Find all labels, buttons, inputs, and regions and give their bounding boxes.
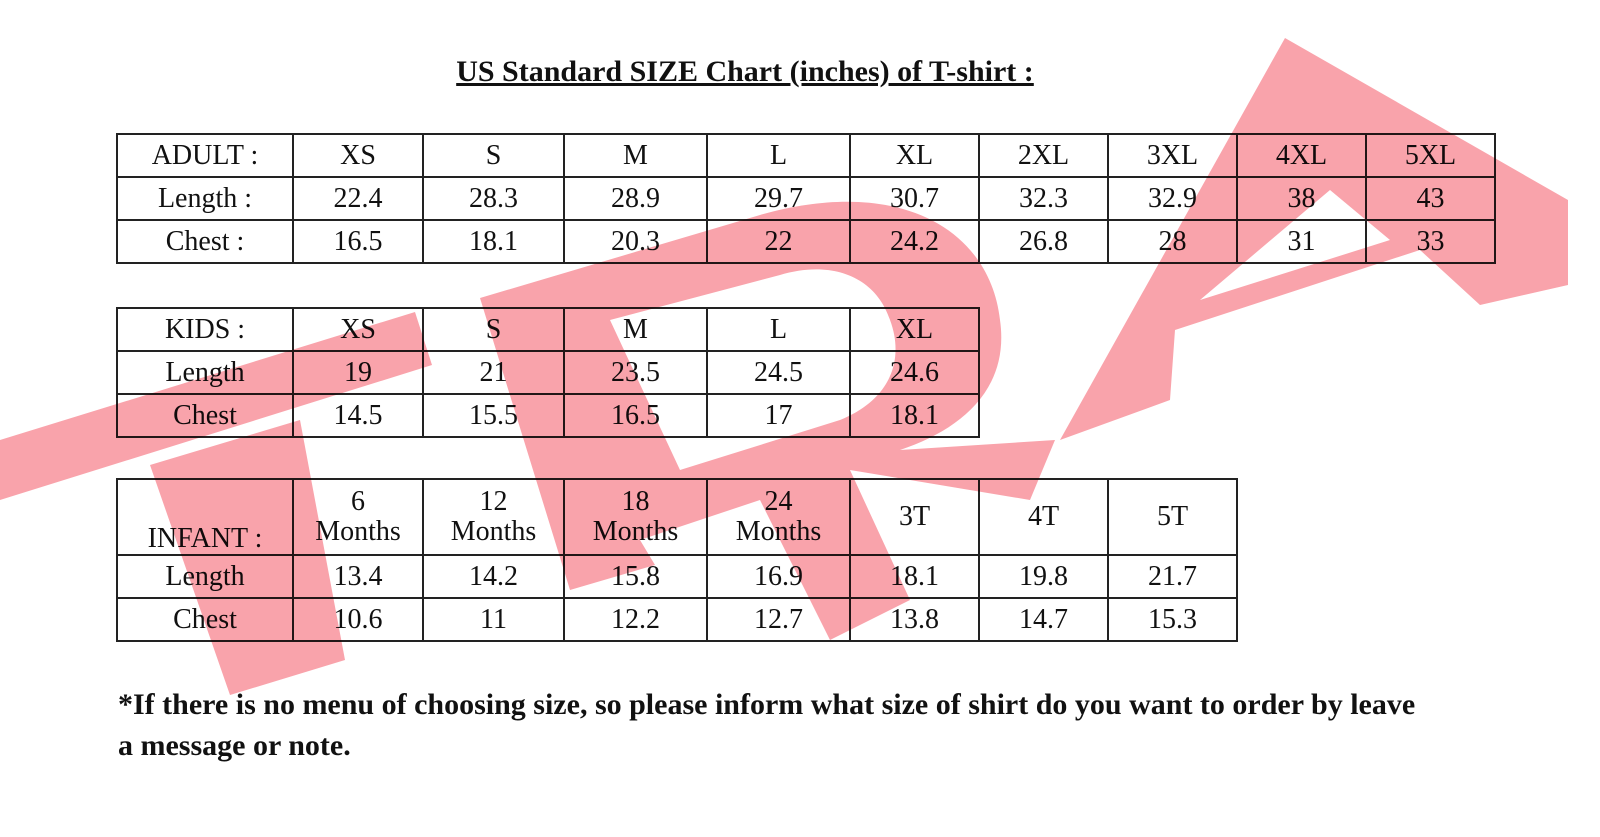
table-cell: L [706, 307, 851, 352]
table-cell: 5T [1107, 478, 1238, 556]
kids-size-table: KIDS : XS S M L XL Length 19 21 23.5 24.5 24.6 Chest… [116, 307, 980, 438]
table-cell: 21 [422, 350, 565, 395]
header-row: KIDS : XS S M L XL [116, 307, 980, 352]
table-cell: S [422, 307, 565, 352]
table-cell: 24.2 [849, 219, 980, 264]
table-cell: 5XL [1365, 133, 1496, 178]
table-cell: 20.3 [563, 219, 708, 264]
row-label: Chest : [116, 219, 294, 264]
table-cell: 16.5 [292, 219, 424, 264]
row-label: Length [116, 350, 294, 395]
table-cell: 19 [292, 350, 424, 395]
table-cell: 38 [1236, 176, 1367, 221]
table-cell: 29.7 [706, 176, 851, 221]
row-label: Length [116, 554, 294, 599]
table-cell: 12 Months [422, 478, 565, 556]
table-cell: 23.5 [563, 350, 708, 395]
page-title: US Standard SIZE Chart (inches) of T-shi… [456, 55, 1034, 88]
table-cell: 12.2 [563, 597, 708, 642]
table-cell: 18.1 [849, 554, 980, 599]
table-cell: 13.4 [292, 554, 424, 599]
table-cell: 24 Months [706, 478, 851, 556]
row-label: Chest [116, 393, 294, 438]
table-cell: 15.3 [1107, 597, 1238, 642]
table-cell: 24.6 [849, 350, 980, 395]
table-row: Length 13.4 14.2 15.8 16.9 18.1 19.8 21.7 [116, 554, 1238, 599]
infant-size-table: INFANT :6 Months 12 Months 18 Months 24 Months 3… [116, 478, 1238, 642]
table-cell: 4T [978, 478, 1109, 556]
row-label: KIDS : [116, 307, 294, 352]
table-cell: 43 [1365, 176, 1496, 221]
table-cell: 33 [1365, 219, 1496, 264]
table-cell: XS [292, 307, 424, 352]
header-row: INFANT :6 Months 12 Months 18 Months 24 Months 3… [116, 478, 1238, 556]
table-cell: 22.4 [292, 176, 424, 221]
table-cell: M [563, 133, 708, 178]
table-cell: 28.3 [422, 176, 565, 221]
table-row: Length 19 21 23.5 24.5 24.6 [116, 350, 980, 395]
table-cell: L [706, 133, 851, 178]
table-cell: 13.8 [849, 597, 980, 642]
row-label: INFANT : [116, 478, 294, 556]
table-cell: 4XL [1236, 133, 1367, 178]
size-note: *If there is no menu of choosing size, s… [118, 688, 1416, 762]
table-cell: 22 [706, 219, 851, 264]
table-cell: XL [849, 307, 980, 352]
table-row: Chest 14.5 15.5 16.5 17 18.1 [116, 393, 980, 438]
adult-size-table: ADULT : XS S M L XL 2XL 3XL 4XL 5XL Length :22.4 28… [116, 133, 1496, 264]
table-cell: 21.7 [1107, 554, 1238, 599]
table-cell: 26.8 [978, 219, 1109, 264]
table-cell: 24.5 [706, 350, 851, 395]
table-cell: 2XL [978, 133, 1109, 178]
table-cell: 18.1 [422, 219, 565, 264]
table-cell: 3T [849, 478, 980, 556]
table-cell: 12.7 [706, 597, 851, 642]
table-cell: 32.3 [978, 176, 1109, 221]
table-cell: 31 [1236, 219, 1367, 264]
table-cell: 15.5 [422, 393, 565, 438]
table-cell: M [563, 307, 708, 352]
table-cell: 14.5 [292, 393, 424, 438]
table-cell: 6 Months [292, 478, 424, 556]
table-cell: 28.9 [563, 176, 708, 221]
table-cell: 30.7 [849, 176, 980, 221]
table-cell: 16.5 [563, 393, 708, 438]
table-cell: 14.7 [978, 597, 1109, 642]
table-cell: 28 [1107, 219, 1238, 264]
table-cell: 18.1 [849, 393, 980, 438]
header-row: ADULT : XS S M L XL 2XL 3XL 4XL 5XL [116, 133, 1496, 178]
table-row: Chest 10.6 11 12.2 12.7 13.8 14.7 15.3 [116, 597, 1238, 642]
row-label: Chest [116, 597, 294, 642]
table-cell: XS [292, 133, 424, 178]
table-cell: 16.9 [706, 554, 851, 599]
table-cell: 10.6 [292, 597, 424, 642]
table-cell: 19.8 [978, 554, 1109, 599]
table-row: Chest :16.5 18.1 20.3 22 24.2 26.8 28 31 33 [116, 219, 1496, 264]
table-cell: 17 [706, 393, 851, 438]
row-label: ADULT : [116, 133, 294, 178]
table-cell: 3XL [1107, 133, 1238, 178]
table-cell: 18 Months [563, 478, 708, 556]
table-cell: 11 [422, 597, 565, 642]
table-cell: 14.2 [422, 554, 565, 599]
table-cell: S [422, 133, 565, 178]
table-cell: 32.9 [1107, 176, 1238, 221]
row-label: Length : [116, 176, 294, 221]
table-row: Length :22.4 28.3 28.9 29.7 30.7 32.3 32.9 38 43 [116, 176, 1496, 221]
table-cell: 15.8 [563, 554, 708, 599]
table-cell: XL [849, 133, 980, 178]
